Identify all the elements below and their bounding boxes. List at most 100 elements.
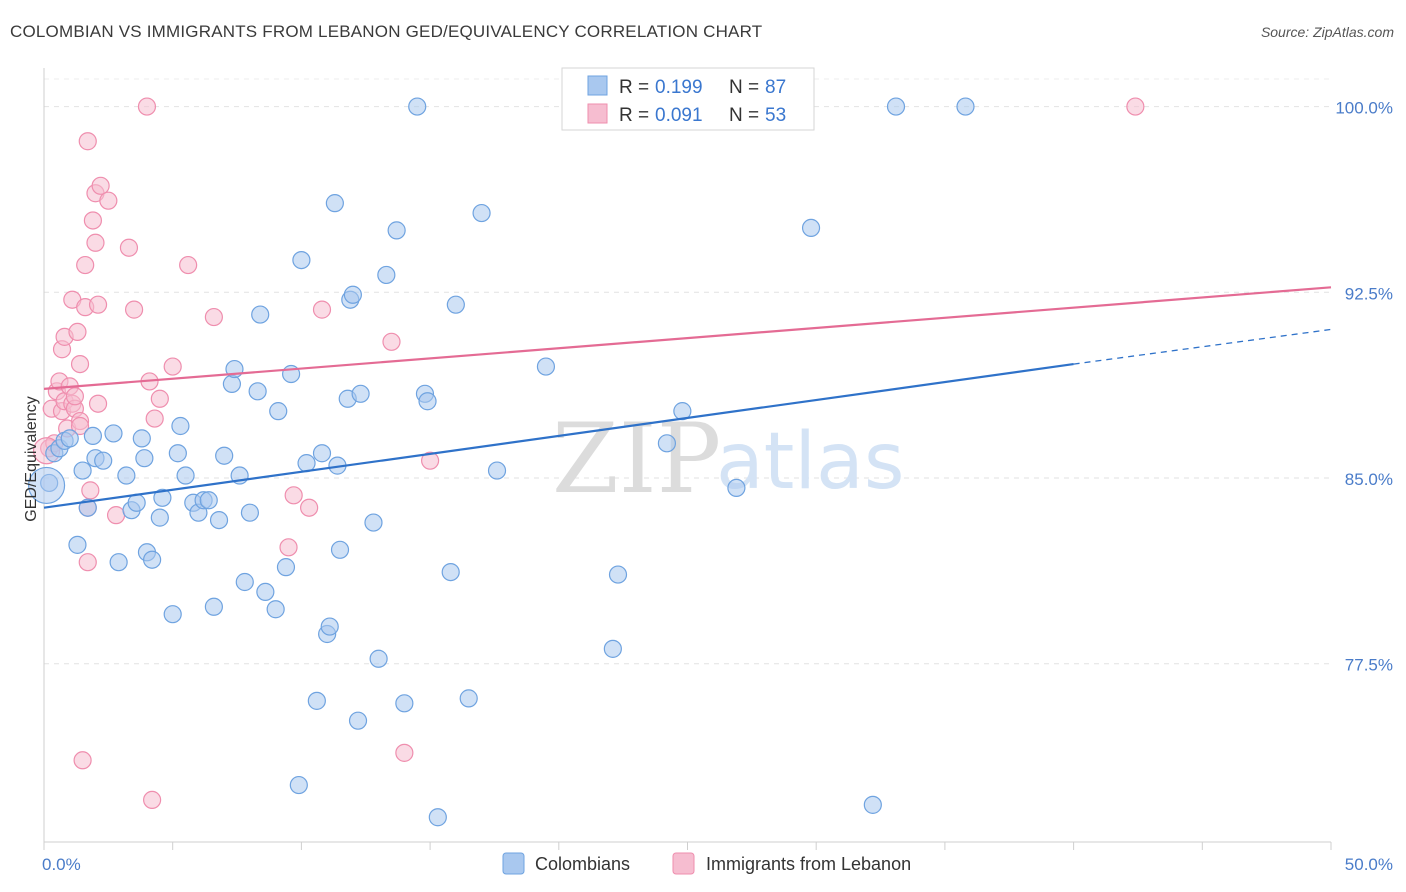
y-axis-label: GED/Equivalency bbox=[23, 396, 40, 521]
colombian-point bbox=[343, 285, 362, 304]
lebanon-point bbox=[76, 255, 95, 275]
legend-swatch-blue bbox=[587, 75, 608, 96]
legend-swatch-pink bbox=[587, 103, 608, 124]
lebanon-point bbox=[312, 300, 332, 319]
colombian-point bbox=[73, 461, 92, 480]
chart-title: COLOMBIAN VS IMMIGRANTS FROM LEBANON GED… bbox=[10, 22, 763, 41]
colombian-point bbox=[240, 503, 260, 522]
colombian-point bbox=[320, 617, 339, 636]
legend-r-value-2: 0.091 bbox=[655, 105, 703, 126]
x-tick-label: 0.0% bbox=[42, 855, 81, 874]
legend-n-label-1: N = bbox=[729, 77, 759, 98]
colombian-point bbox=[171, 416, 190, 436]
bottom-legend-colombians: Colombians bbox=[535, 854, 630, 874]
colombian-point bbox=[863, 795, 882, 814]
colombian-point bbox=[603, 639, 622, 658]
colombian-trend-line bbox=[43, 363, 1074, 509]
y-tick-label: 92.5% bbox=[1345, 284, 1393, 303]
y-tick-label: 77.5% bbox=[1345, 656, 1393, 675]
colombian-point bbox=[428, 808, 447, 827]
colombian-point bbox=[168, 444, 187, 463]
colombian-point bbox=[377, 265, 396, 285]
lebanon-point bbox=[78, 132, 97, 151]
colombian-point bbox=[132, 429, 151, 448]
lebanon-point bbox=[99, 191, 118, 210]
colombian-point bbox=[886, 97, 906, 116]
colombian-point bbox=[727, 478, 746, 498]
lebanon-point bbox=[70, 354, 90, 374]
colombian-point bbox=[176, 466, 195, 485]
lebanon-trend-line bbox=[43, 286, 1332, 390]
lebanon-point bbox=[204, 307, 223, 327]
legend-n-value-2: 53 bbox=[765, 105, 786, 126]
legend-r-value-1: 0.199 bbox=[655, 77, 703, 98]
colombian-point bbox=[487, 461, 507, 480]
lebanon-point bbox=[81, 481, 100, 500]
colombian-point bbox=[956, 97, 975, 116]
legend-r-label-2: R = bbox=[619, 105, 649, 126]
colombian-point bbox=[459, 689, 478, 708]
colombian-point bbox=[395, 694, 414, 713]
lebanon-point bbox=[106, 506, 126, 525]
colombian-point bbox=[297, 454, 316, 473]
colombian-point bbox=[215, 446, 234, 465]
colombian-point bbox=[256, 582, 275, 602]
watermark: ZIP atlas bbox=[552, 403, 905, 515]
lebanon-point bbox=[143, 790, 162, 810]
lebanon-point bbox=[83, 211, 103, 230]
colombian-points bbox=[27, 97, 975, 827]
lebanon-point bbox=[119, 238, 139, 257]
colombian-point bbox=[269, 402, 288, 421]
colombian-point bbox=[27, 466, 66, 505]
colombian-point bbox=[608, 565, 628, 584]
colombian-point bbox=[364, 513, 383, 532]
watermark-atlas: atlas bbox=[716, 417, 905, 507]
colombian-point bbox=[235, 572, 254, 592]
legend-box: R = 0.199 N = 87 R = 0.091 N = 53 bbox=[561, 67, 815, 131]
colombian-point bbox=[135, 449, 154, 468]
y-tick-label: 85.0% bbox=[1345, 470, 1393, 489]
legend-n-value-1: 87 bbox=[765, 77, 786, 98]
colombian-point bbox=[68, 535, 87, 554]
source-credit: Source: ZipAtlas.com bbox=[1260, 24, 1394, 40]
colombian-trend-extension bbox=[1073, 328, 1332, 365]
lebanon-point bbox=[145, 409, 164, 428]
colombian-point bbox=[248, 382, 267, 401]
lebanon-point bbox=[179, 255, 198, 275]
legend-r-label-1: R = bbox=[619, 77, 649, 98]
colombian-point bbox=[408, 97, 427, 116]
colombian-point bbox=[348, 711, 368, 730]
colombian-point bbox=[60, 429, 79, 448]
colombian-point bbox=[351, 384, 370, 403]
colombian-point bbox=[276, 558, 296, 577]
colombian-point bbox=[143, 550, 162, 569]
colombian-point bbox=[307, 691, 326, 710]
lebanon-point bbox=[73, 751, 92, 770]
colombian-point bbox=[472, 203, 491, 223]
colombian-point bbox=[153, 488, 172, 507]
lebanon-point bbox=[1126, 97, 1145, 116]
colombian-point bbox=[801, 218, 821, 238]
lebanon-point bbox=[382, 332, 401, 351]
lebanon-point bbox=[163, 357, 182, 376]
lebanon-point bbox=[88, 295, 108, 314]
bottom-legend-swatch-colombians bbox=[502, 852, 525, 875]
colombian-point bbox=[441, 562, 460, 582]
lebanon-point bbox=[124, 300, 144, 319]
colombian-point bbox=[418, 392, 437, 411]
colombian-point bbox=[150, 508, 169, 527]
lebanon-point bbox=[279, 538, 298, 557]
lebanon-point bbox=[300, 498, 319, 517]
colombian-point bbox=[83, 426, 103, 446]
lebanon-point bbox=[70, 416, 90, 436]
colombian-point bbox=[266, 600, 285, 619]
trend-lines bbox=[43, 286, 1332, 509]
colombian-point bbox=[94, 451, 113, 470]
lebanon-point bbox=[150, 389, 169, 408]
lebanon-point bbox=[421, 451, 440, 470]
colombian-point bbox=[109, 553, 128, 572]
colombian-point bbox=[325, 194, 344, 213]
lebanon-point bbox=[65, 387, 84, 406]
colombian-point bbox=[387, 221, 406, 240]
colombian-point bbox=[292, 250, 311, 270]
